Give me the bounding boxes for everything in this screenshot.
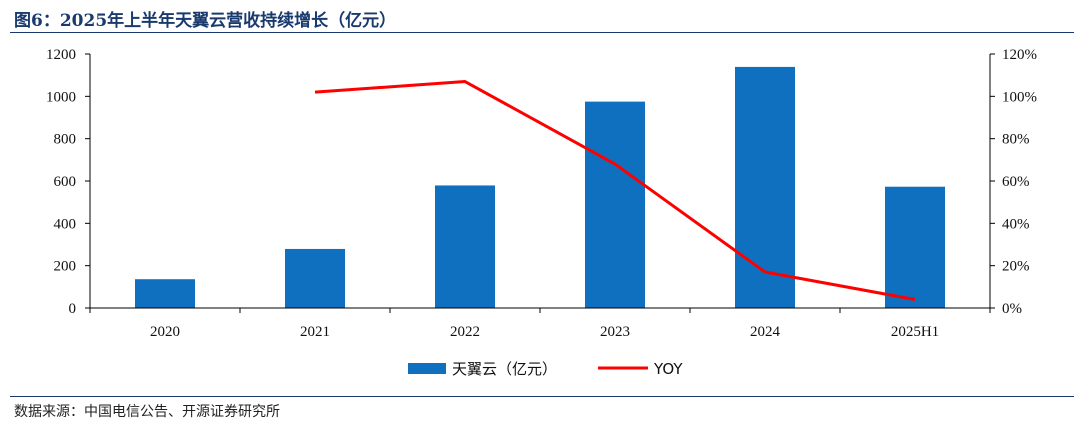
bar [585,101,645,308]
bars [135,66,945,308]
left-tick-label: 800 [54,132,77,148]
x-tick-label: 2020 [150,324,180,340]
right-axis-ticks: 0% 20% 40% 60% 80% 100% 120% [990,47,1037,317]
bar [735,66,795,308]
title-rule [10,32,1074,33]
legend-label-bar: 天翼云（亿元） [452,360,557,378]
left-tick-label: 200 [54,259,77,275]
bar [435,185,495,308]
right-tick-label: 20% [1002,259,1030,275]
x-tick-label: 2022 [450,324,480,340]
x-tick-label: 2023 [600,324,630,340]
x-axis-ticks: 2020 2021 2022 2023 2024 2025H1 [89,308,991,340]
right-tick-label: 60% [1002,174,1030,190]
bar [285,248,345,308]
footer-rule [10,396,1074,397]
right-tick-label: 40% [1002,216,1030,232]
right-tick-label: 0% [1002,301,1022,317]
legend: 天翼云（亿元） YOY [408,360,683,378]
source-note: 数据来源：中国电信公告、开源证券研究所 [14,404,280,420]
yoy-line [314,80,916,302]
legend-label-line: YOY [653,360,683,378]
figure-title: 图6：2025年上半年天翼云营收持续增长（亿元） [14,11,397,31]
axes [89,54,991,309]
x-tick-label: 2021 [300,324,330,340]
right-tick-label: 80% [1002,132,1030,148]
combo-chart: 0 200 400 600 800 1000 1200 0% 20% 40% 60% 80% 100%… [46,47,1037,378]
left-tick-label: 0 [69,301,77,317]
x-tick-label: 2024 [750,324,781,340]
yoy-line-layer [314,80,916,302]
bar [135,279,195,308]
legend-swatch-bar [408,363,446,374]
left-tick-label: 600 [54,174,77,190]
bar [885,186,945,308]
left-tick-label: 400 [54,216,77,232]
right-tick-label: 120% [1002,47,1037,63]
left-axis-ticks: 0 200 400 600 800 1000 1200 [46,47,90,317]
left-tick-label: 1200 [46,47,76,63]
x-tick-label: 2025H1 [891,324,939,340]
right-tick-label: 100% [1002,89,1037,105]
left-tick-label: 1000 [46,89,76,105]
